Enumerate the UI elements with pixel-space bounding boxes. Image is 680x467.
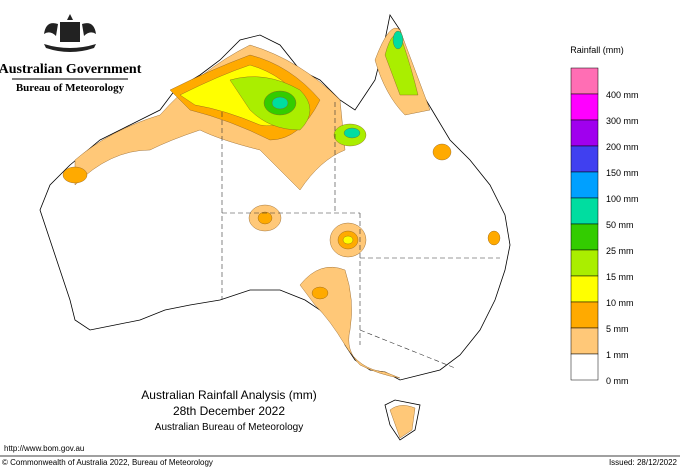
legend-swatch (570, 93, 599, 121)
legend-label: 300 mm (606, 116, 639, 126)
state-borders (221, 102, 500, 369)
agency-name: Bureau of Meteorology (16, 82, 125, 94)
legend-label: 1 mm (606, 350, 629, 360)
legend-label: 150 mm (606, 168, 639, 178)
coat-of-arms (44, 14, 96, 52)
legend-label: 200 mm (606, 142, 639, 152)
legend-swatch (570, 145, 599, 173)
legend-swatch (570, 67, 599, 95)
legend-swatch (570, 301, 599, 329)
legend-swatch (570, 275, 599, 303)
footer-url: http://www.bom.gov.au (4, 444, 84, 453)
legend-label: 0 mm (606, 376, 629, 386)
australia-map (39, 13, 511, 441)
legend-swatch (570, 119, 599, 147)
mainland (39, 13, 511, 381)
legend-swatch (570, 171, 599, 199)
legend-label: 15 mm (606, 272, 634, 282)
rainfall-areas (62, 27, 501, 439)
footer-issued: Issued: 28/12/2022 (609, 458, 678, 467)
footer-copyright: © Commonwealth of Australia 2022, Bureau… (2, 458, 213, 467)
legend-swatch (570, 249, 599, 277)
legend-label: 5 mm (606, 324, 629, 334)
caption-title: Australian Rainfall Analysis (mm) (141, 388, 316, 402)
legend-swatch (570, 353, 599, 381)
legend-swatch (570, 197, 599, 225)
caption-date: 28th December 2022 (173, 404, 285, 418)
legend-label: 400 mm (606, 90, 639, 100)
legend-label: 100 mm (606, 194, 639, 204)
legend-swatch (570, 223, 599, 251)
government-name: Australian Government (0, 62, 142, 77)
legend-label: 10 mm (606, 298, 634, 308)
legend-label: 50 mm (606, 220, 634, 230)
caption-source: Australian Bureau of Meteorology (155, 422, 303, 433)
legend: 400 mm 300 mm 200 mm 150 mm 100 mm 50 mm 25 mm… (570, 67, 639, 386)
legend-title: Rainfall (mm) (570, 45, 624, 55)
legend-label: 25 mm (606, 246, 634, 256)
legend-swatch (570, 327, 599, 355)
